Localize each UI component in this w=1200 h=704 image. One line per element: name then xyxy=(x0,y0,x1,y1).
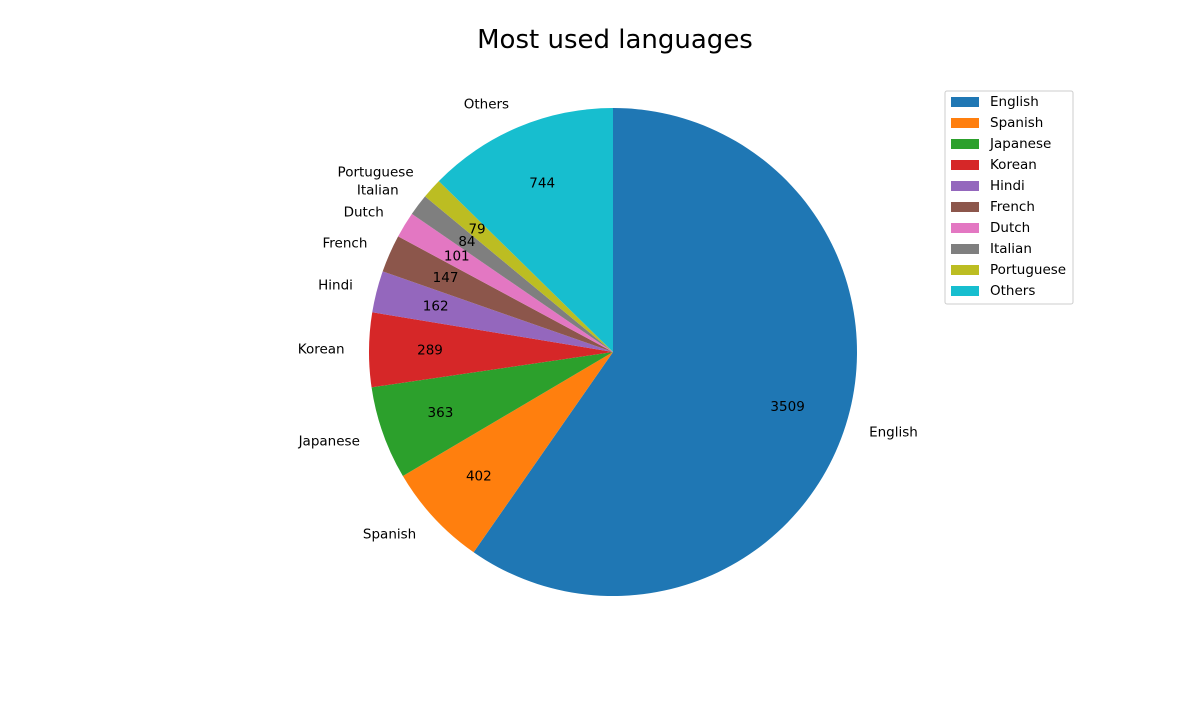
value-label-korean: 289 xyxy=(417,342,443,358)
pie-slice-korean xyxy=(369,312,613,388)
legend-label-italian: Italian xyxy=(990,241,1032,257)
pie-slice-italian xyxy=(411,196,613,352)
category-label-english: English xyxy=(869,424,918,440)
value-label-dutch: 101 xyxy=(444,249,470,265)
legend-label-portuguese: Portuguese xyxy=(990,262,1066,278)
legend-swatch-english xyxy=(951,97,979,107)
value-label-italian: 84 xyxy=(458,234,475,250)
legend-swatch-dutch xyxy=(951,223,979,233)
category-label-dutch: Dutch xyxy=(344,204,384,220)
legend-label-spanish: Spanish xyxy=(990,115,1043,131)
pie-slice-spanish xyxy=(402,352,613,553)
legend-swatch-french xyxy=(951,202,979,212)
category-labels: English Spanish Japanese Korean Hindi French D… xyxy=(298,97,918,543)
pie-slice-french xyxy=(382,236,613,352)
value-label-japanese: 363 xyxy=(428,405,454,421)
pie-slice-hindi xyxy=(372,271,613,352)
category-label-italian: Italian xyxy=(357,182,399,198)
legend-swatch-portuguese xyxy=(951,265,979,275)
legend-label-korean: Korean xyxy=(990,157,1037,173)
value-label-others: 744 xyxy=(529,175,555,191)
value-label-hindi: 162 xyxy=(423,299,449,315)
legend-label-hindi: Hindi xyxy=(990,178,1025,194)
legend-swatch-others xyxy=(951,286,979,296)
legend-label-english: English xyxy=(990,94,1039,110)
pie-slice-japanese xyxy=(371,352,613,477)
legend-swatch-spanish xyxy=(951,118,979,128)
pie-slice-english xyxy=(473,108,858,596)
value-label-french: 147 xyxy=(433,270,459,286)
pie-slice-portuguese xyxy=(425,181,613,352)
legend: English Spanish Japanese Korean Hindi French D… xyxy=(944,90,1074,305)
legend-swatch-korean xyxy=(951,160,979,170)
legend-label-dutch: Dutch xyxy=(990,220,1030,236)
category-label-portuguese: Portuguese xyxy=(338,164,414,180)
legend-swatch-japanese xyxy=(951,139,979,149)
category-label-korean: Korean xyxy=(298,342,345,358)
chart-title: Most used languages xyxy=(477,25,753,55)
legend-swatch-italian xyxy=(951,244,979,254)
pie-slices xyxy=(369,107,858,596)
legend-label-others: Others xyxy=(990,283,1035,299)
legend-label-japanese: Japanese xyxy=(989,136,1051,152)
legend-swatch-hindi xyxy=(951,181,979,191)
legend-label-french: French xyxy=(990,199,1035,215)
category-label-french: French xyxy=(323,236,368,252)
value-label-english: 3509 xyxy=(770,399,804,415)
category-label-others: Others xyxy=(464,97,509,113)
category-label-japanese: Japanese xyxy=(298,433,360,449)
pie-slice-dutch xyxy=(398,213,613,352)
category-label-spanish: Spanish xyxy=(363,527,416,543)
category-label-hindi: Hindi xyxy=(318,278,353,294)
value-label-portuguese: 79 xyxy=(468,221,485,237)
value-label-spanish: 402 xyxy=(466,468,492,484)
pie-slice-others xyxy=(438,107,613,352)
